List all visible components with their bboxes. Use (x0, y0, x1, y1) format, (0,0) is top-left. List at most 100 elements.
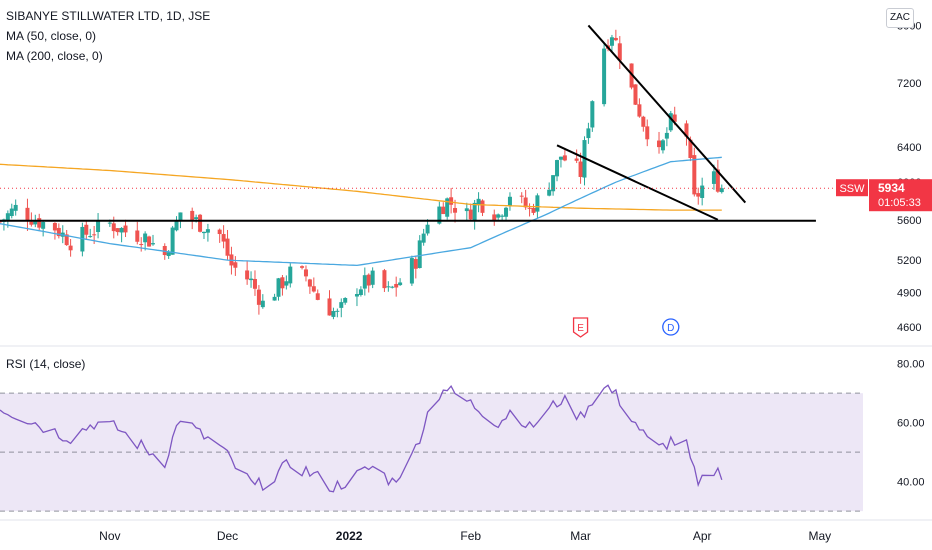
candle-body (684, 123, 689, 137)
candle-body (41, 221, 46, 229)
rsi-line (0, 384, 723, 493)
candle-body (719, 188, 724, 193)
candle (492, 209, 497, 226)
rsi-band-fill (0, 393, 863, 512)
event-marker-e[interactable]: E (572, 317, 589, 338)
candle (696, 187, 701, 205)
candle-body (574, 158, 579, 161)
candle-body (174, 220, 179, 231)
candle-body (664, 132, 669, 139)
x-tick-label: Dec (217, 529, 238, 543)
candle-body (225, 238, 230, 256)
candle-body (327, 298, 332, 316)
candle-body (441, 206, 446, 215)
candle-body (56, 227, 61, 237)
candle-body (586, 128, 591, 139)
candle-body (507, 196, 512, 206)
candle-body (578, 161, 583, 177)
candle (602, 43, 607, 107)
candle-body (641, 116, 646, 127)
rsi-tick-label: 80.00 (897, 359, 925, 371)
candle (135, 221, 140, 245)
candle (441, 202, 446, 215)
candle (245, 261, 250, 285)
candle-body (449, 197, 454, 205)
candle (284, 275, 289, 290)
candle (64, 229, 69, 246)
candle-body (107, 222, 112, 224)
x-tick-label: Nov (99, 529, 120, 543)
ma50-legend[interactable]: MA (50, close, 0) (6, 29, 97, 43)
candle-body (668, 113, 673, 131)
candle (13, 199, 18, 216)
candle (311, 277, 316, 293)
candle (233, 256, 238, 276)
candle (476, 192, 481, 213)
candle (0, 220, 2, 225)
ma200-legend[interactable]: MA (200, close, 0) (6, 49, 103, 63)
candle-body (25, 207, 30, 222)
candle-body (92, 234, 97, 236)
candle-body (194, 217, 199, 220)
candle (88, 228, 93, 238)
candle-body (531, 207, 536, 213)
candle (657, 131, 662, 154)
candle-body (221, 234, 226, 242)
candle (29, 212, 34, 227)
candle-body (551, 175, 556, 192)
candle (637, 98, 642, 118)
candle-body (358, 289, 363, 295)
currency-badge[interactable]: ZAC (886, 8, 914, 28)
candle (52, 222, 57, 240)
chart-title[interactable]: SIBANYE STILLWATER LTD, 1D, JSE (6, 9, 211, 23)
candle (719, 184, 724, 194)
candle-body (64, 234, 69, 246)
candle-body (217, 229, 222, 235)
candle-body (119, 227, 124, 233)
candle-body (5, 213, 10, 220)
candle (198, 213, 203, 233)
candle (96, 213, 101, 239)
candle-body (657, 140, 662, 148)
candle (445, 197, 450, 220)
candle (449, 187, 454, 214)
candle-body (394, 283, 399, 288)
candle (260, 294, 265, 309)
candle (684, 120, 689, 146)
candle-body (480, 200, 485, 213)
candle-body (417, 240, 422, 268)
candle-body (468, 209, 473, 220)
candle-body (272, 296, 277, 301)
candle (641, 115, 646, 132)
event-label: D (667, 323, 674, 334)
candle-body (331, 311, 336, 317)
candle-body (562, 155, 567, 161)
rsi-series (0, 384, 723, 493)
candle (37, 213, 42, 230)
countdown-value: 01:05:33 (878, 197, 921, 209)
y-tick-label: 5600 (897, 215, 921, 227)
rsi-legend[interactable]: RSI (14, close) (6, 357, 86, 371)
candle (170, 225, 175, 255)
candle-body (37, 218, 42, 228)
candle (711, 164, 716, 190)
candle-body (609, 37, 614, 46)
candle-body (162, 246, 167, 256)
candle (354, 288, 359, 307)
candle-body (492, 214, 497, 221)
candle (382, 268, 387, 292)
candle (9, 203, 14, 219)
price-badges: SSW 5934 01:05:33 (836, 179, 932, 212)
moving-averages (0, 156, 722, 267)
candle (464, 202, 469, 221)
candle-body (519, 195, 524, 197)
candle-body (453, 208, 458, 213)
candle (56, 223, 61, 239)
x-tick-label: May (809, 529, 832, 543)
candle-body (135, 230, 140, 242)
candle (660, 139, 665, 154)
candle (150, 234, 155, 246)
event-marker-d[interactable]: D (662, 318, 680, 336)
candle (300, 265, 305, 270)
